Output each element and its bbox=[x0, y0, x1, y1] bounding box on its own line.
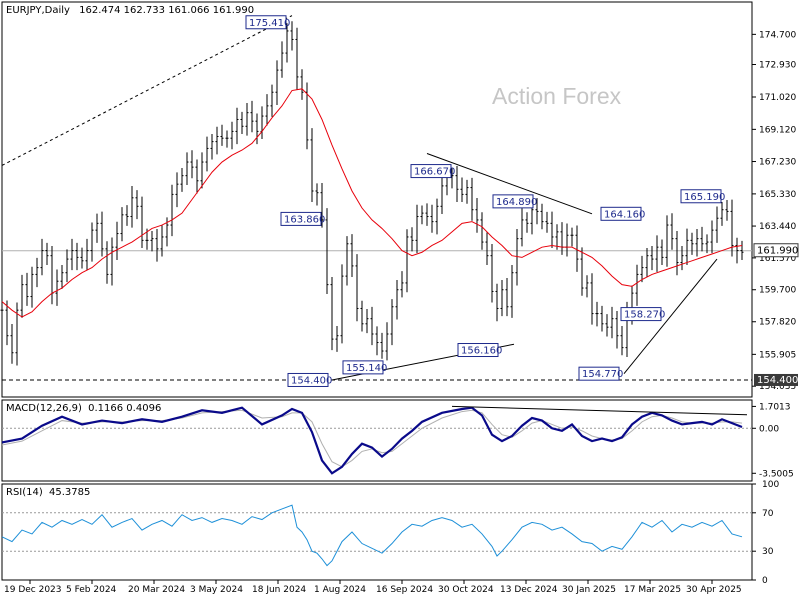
current-price-box bbox=[753, 243, 799, 258]
price-y-tick-label: 159.700 bbox=[759, 286, 796, 296]
price-annotation-box bbox=[342, 360, 384, 375]
macd-values: 0.1166 0.4096 bbox=[88, 403, 162, 414]
x-tick-label: 1 Aug 2024 bbox=[314, 585, 366, 595]
rsi-y-tick-label: 30 bbox=[762, 547, 774, 557]
price-annotation-label: 165.190 bbox=[684, 192, 725, 203]
price-y-tick-label: 163.440 bbox=[759, 222, 796, 232]
price-annotation-box bbox=[578, 366, 620, 381]
price-y-tick-label: 155.905 bbox=[759, 350, 796, 360]
x-tick-label: 13 Dec 2024 bbox=[500, 585, 558, 595]
price-annotation-box bbox=[287, 372, 329, 387]
macd-pane-frame bbox=[1, 399, 753, 482]
price-y-tick-label: 171.020 bbox=[759, 93, 796, 103]
x-tick-label: 16 Sep 2024 bbox=[376, 585, 433, 595]
macd-y-tick-label: 1.7013 bbox=[759, 402, 791, 412]
x-tick-label: 5 Feb 2024 bbox=[66, 585, 117, 595]
price-y-tick-label: 157.820 bbox=[759, 318, 796, 328]
rsi-y-tick-label: 100 bbox=[762, 480, 779, 490]
rsi-y-tick-label: 0 bbox=[762, 576, 768, 586]
macd-y-tick-label: 0.00 bbox=[759, 424, 779, 434]
ohlc-values: 162.474 162.733 161.066 161.990 bbox=[79, 5, 255, 16]
x-tick-label: 20 Mar 2024 bbox=[128, 585, 185, 595]
watermark: Action Forex bbox=[492, 83, 622, 109]
price-annotation-box bbox=[457, 343, 499, 358]
price-annotation-label: 156.160 bbox=[461, 346, 502, 357]
macd-trendline bbox=[451, 405, 748, 416]
x-tick-label: 3 May 2024 bbox=[190, 585, 243, 595]
rsi-values: 45.3785 bbox=[48, 487, 91, 498]
price-y-tick-label: 154.035 bbox=[759, 382, 796, 392]
macd-title: MACD(12,26,9) bbox=[6, 403, 82, 414]
price-annotation-label: 166.670 bbox=[414, 167, 455, 178]
trendline-3 bbox=[623, 258, 718, 374]
price-annotation-box bbox=[410, 164, 452, 179]
rsi-line bbox=[1, 504, 743, 567]
price-annotation-box bbox=[280, 211, 322, 226]
macd-line bbox=[1, 406, 743, 475]
price-annotation-label: 154.770 bbox=[582, 369, 623, 380]
support-price-box bbox=[754, 373, 798, 386]
x-tick-label: 30 Apr 2025 bbox=[686, 585, 742, 595]
rsi-y-tick-label: 70 bbox=[762, 509, 774, 519]
price-y-tick-label: 161.570 bbox=[759, 254, 796, 264]
rsi-panel-header: RSI(14) 45.3785 bbox=[6, 487, 90, 498]
price-y-tick-label: 174.700 bbox=[759, 30, 796, 40]
macd-panel-header: MACD(12,26,9) 0.1166 0.4096 bbox=[6, 403, 161, 414]
support-price-label: 154.400 bbox=[757, 375, 798, 386]
price-y-tick-label: 172.930 bbox=[759, 60, 796, 70]
rsi-pane-frame bbox=[1, 483, 753, 581]
price-annotation-box bbox=[245, 15, 287, 30]
price-annotation-label: 163.860 bbox=[284, 214, 325, 225]
price-pane-frame bbox=[1, 1, 753, 398]
trendline-0 bbox=[1, 15, 293, 166]
price-panel-header: EURJPY,Daily 162.474 162.733 161.066 161… bbox=[6, 5, 254, 16]
price-annotation-box bbox=[600, 206, 642, 221]
rsi-title: RSI(14) bbox=[6, 487, 43, 498]
x-tick-label: 18 Jun 2024 bbox=[252, 585, 306, 595]
x-tick-label: 30 Jan 2025 bbox=[562, 585, 616, 595]
x-tick-label: 30 Oct 2024 bbox=[438, 585, 494, 595]
price-annotation-label: 155.140 bbox=[346, 363, 387, 374]
price-annotation-label: 175.410 bbox=[249, 18, 290, 29]
price-annotation-box bbox=[620, 307, 662, 322]
moving-average-line bbox=[1, 88, 743, 318]
macd-y-tick-label: -3.5005 bbox=[759, 469, 794, 479]
macd-signal-line bbox=[1, 409, 743, 468]
price-annotation-box bbox=[680, 189, 722, 204]
x-tick-label: 19 Dec 2023 bbox=[4, 585, 62, 595]
x-tick-label: 17 Mar 2025 bbox=[624, 585, 681, 595]
price-annotation-label: 154.400 bbox=[291, 375, 332, 386]
price-annotation-box bbox=[492, 194, 534, 209]
symbol-label: EURJPY,Daily bbox=[6, 5, 70, 16]
price-y-tick-label: 167.230 bbox=[759, 158, 796, 168]
trendline-1 bbox=[426, 153, 593, 215]
price-annotation-label: 158.270 bbox=[624, 310, 665, 321]
price-annotation-label: 164.890 bbox=[496, 197, 537, 208]
price-annotation-label: 164.160 bbox=[604, 209, 645, 220]
price-y-tick-label: 165.330 bbox=[759, 190, 796, 200]
current-price-label: 161.990 bbox=[757, 246, 798, 257]
price-y-tick-label: 169.120 bbox=[759, 125, 796, 135]
